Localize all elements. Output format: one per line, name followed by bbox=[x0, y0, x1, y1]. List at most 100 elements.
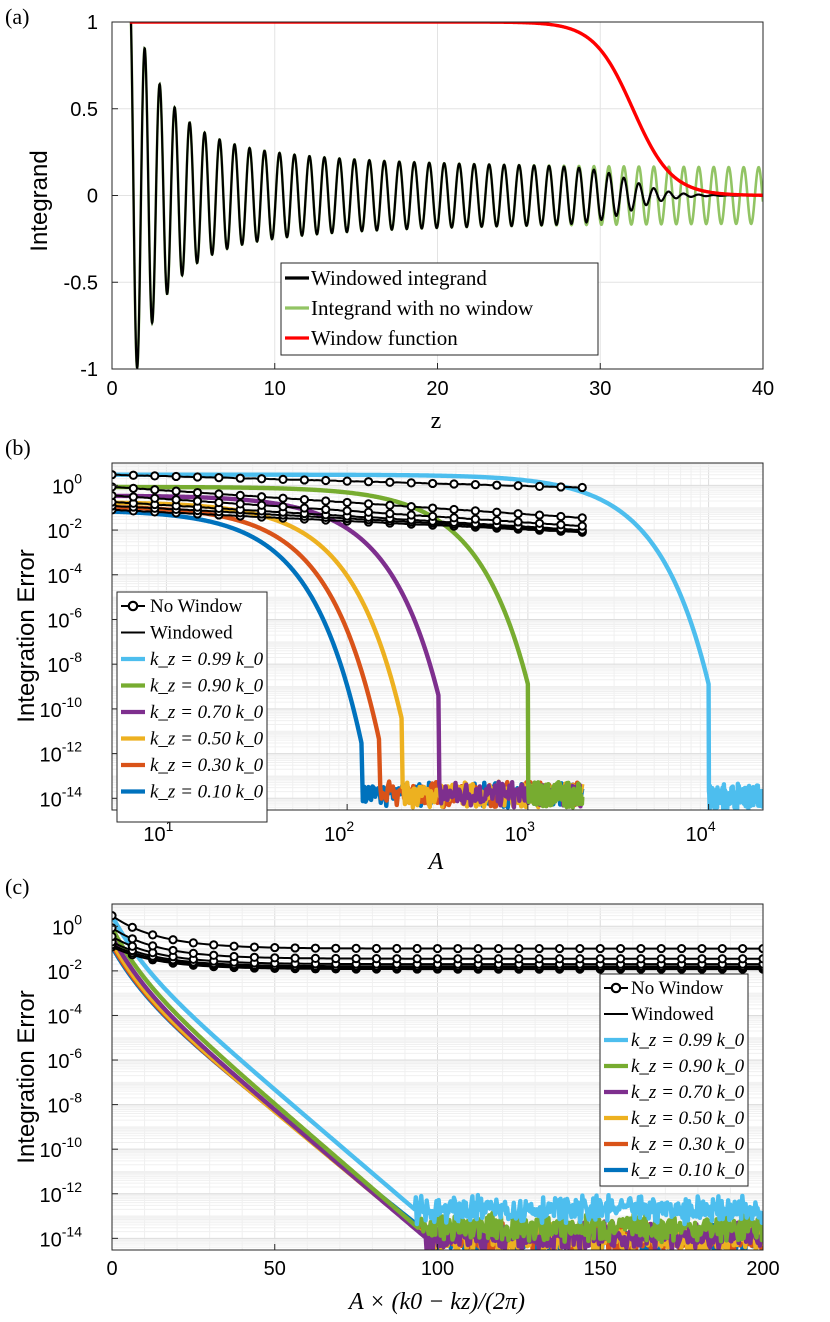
tick-base: 10 bbox=[47, 566, 69, 588]
legend-label: k_z = 0.10 k_0 bbox=[150, 782, 264, 803]
marker-no-window bbox=[168, 945, 178, 956]
marker-no-window bbox=[148, 930, 158, 940]
marker-no-window bbox=[209, 940, 219, 950]
marker-no-window bbox=[656, 943, 666, 954]
marker-no-window bbox=[249, 952, 260, 962]
marker-no-window bbox=[575, 954, 585, 964]
tick-label-a-y: 0 bbox=[87, 186, 98, 208]
marker-no-window bbox=[371, 943, 382, 954]
marker-no-window bbox=[127, 934, 137, 944]
marker-no-window bbox=[321, 496, 331, 506]
marker-no-window bbox=[209, 950, 219, 960]
marker-no-window bbox=[363, 477, 374, 487]
marker-no-window bbox=[214, 497, 224, 508]
tick-base: 10 bbox=[40, 1229, 62, 1251]
marker-no-window bbox=[214, 489, 224, 499]
panel-c-legend: No Window Windowed k_z = 0.99 k_0 k_z = 0.9… bbox=[599, 973, 749, 1187]
tick-label-y: 100 bbox=[52, 470, 82, 498]
tick-label-b-x: 101 bbox=[143, 818, 173, 846]
marker-no-window bbox=[299, 503, 309, 513]
marker-no-window bbox=[331, 943, 341, 953]
marker-no-window bbox=[392, 943, 402, 954]
tick-base: 10 bbox=[40, 789, 62, 811]
marker-no-window bbox=[738, 943, 748, 954]
tick-label-a-x: 0 bbox=[106, 378, 117, 400]
marker-no-window bbox=[492, 515, 502, 526]
tick-base: 10 bbox=[47, 1051, 69, 1073]
legend-label: k_z = 0.50 k_0 bbox=[631, 1108, 745, 1129]
legend-label: k_z = 0.10 k_0 bbox=[631, 1160, 745, 1181]
tick-base: 10 bbox=[52, 476, 74, 498]
legend-swatch-circle bbox=[610, 982, 622, 994]
panel-a-legend-box bbox=[280, 262, 599, 356]
series-windowed-integrand bbox=[129, 22, 763, 369]
tick-label-y: 10-6 bbox=[47, 1045, 82, 1073]
marker-no-window bbox=[697, 954, 707, 964]
marker-no-window bbox=[493, 943, 504, 954]
tick-base: 10 bbox=[505, 824, 527, 846]
marker-no-window bbox=[595, 943, 605, 954]
tick-exponent: 3 bbox=[527, 818, 535, 834]
tick-label-y: 10-6 bbox=[47, 604, 82, 632]
tick-base: 10 bbox=[143, 824, 165, 846]
tick-label-a-y: 1 bbox=[87, 12, 98, 34]
tick-label-a-y: -1 bbox=[80, 359, 98, 381]
marker-no-window bbox=[428, 478, 438, 489]
panel-a: (a) Integrand z 0 10 20 30 40 1 0.5 0 -0.5 -1 Wind… bbox=[5, 4, 774, 434]
tick-base: 10 bbox=[40, 1185, 62, 1207]
marker-no-window bbox=[717, 954, 727, 964]
tick-label-c-x: 100 bbox=[421, 1258, 454, 1280]
panel-c-label: (c) bbox=[5, 874, 29, 899]
marker-no-window bbox=[406, 478, 416, 488]
marker-no-window bbox=[150, 493, 160, 503]
marker-no-window bbox=[351, 943, 361, 954]
panel-c: (c) Integration Error A × (k0 − kz)/(2π)… bbox=[5, 874, 780, 1315]
legend-label: k_z = 0.30 k_0 bbox=[631, 1134, 745, 1155]
legend-a-label: Windowed integrand bbox=[311, 266, 487, 290]
marker-no-window bbox=[432, 943, 443, 954]
marker-no-window bbox=[214, 473, 224, 483]
marker-no-window bbox=[449, 479, 459, 489]
marker-no-window bbox=[470, 514, 480, 524]
tick-base: 10 bbox=[40, 745, 62, 767]
marker-no-window bbox=[171, 486, 181, 496]
marker-no-window bbox=[677, 954, 687, 964]
marker-no-window bbox=[150, 471, 160, 481]
tick-base: 10 bbox=[47, 521, 69, 543]
tick-label-y: 10-4 bbox=[47, 1000, 82, 1028]
panel-a-legend: Windowed integrand Integrand with no wind… bbox=[280, 262, 599, 356]
marker-no-window bbox=[127, 941, 137, 951]
marker-no-window bbox=[513, 517, 523, 527]
tick-label-b-x: 103 bbox=[505, 818, 535, 846]
marker-no-window bbox=[554, 954, 565, 964]
marker-no-window bbox=[270, 942, 280, 953]
series-windowed-kz-0.9 bbox=[112, 484, 585, 810]
marker-no-window bbox=[406, 502, 416, 512]
tick-base: 10 bbox=[47, 1096, 69, 1118]
tick-exponent: -6 bbox=[70, 1045, 83, 1061]
marker-no-window bbox=[534, 510, 545, 520]
tick-label-y: 10-8 bbox=[47, 1090, 82, 1118]
tick-label-y: 10-4 bbox=[47, 560, 82, 588]
legend-label: k_z = 0.70 k_0 bbox=[150, 702, 264, 723]
tick-base: 10 bbox=[47, 962, 69, 984]
marker-no-window bbox=[470, 480, 480, 490]
panel-c-ylabel: Integration Error bbox=[13, 990, 40, 1163]
marker-no-window bbox=[235, 499, 245, 509]
marker-no-window bbox=[615, 943, 626, 954]
marker-no-window bbox=[310, 943, 321, 953]
tick-label-c-x: 150 bbox=[584, 1258, 617, 1280]
marker-no-window bbox=[321, 475, 331, 486]
legend-label: No Window bbox=[150, 596, 243, 617]
marker-no-window bbox=[270, 953, 280, 963]
tick-label-a-x: 40 bbox=[752, 378, 774, 400]
tick-exponent: -6 bbox=[70, 604, 83, 620]
tick-exponent: 4 bbox=[708, 818, 716, 834]
marker-no-window bbox=[697, 943, 707, 954]
marker-no-window bbox=[470, 506, 480, 516]
tick-label-y: 10-8 bbox=[47, 649, 82, 677]
marker-no-window bbox=[513, 509, 523, 519]
tick-label-b-x: 104 bbox=[686, 818, 716, 846]
marker-no-window bbox=[148, 941, 158, 951]
legend-swatch-circle bbox=[127, 600, 139, 612]
